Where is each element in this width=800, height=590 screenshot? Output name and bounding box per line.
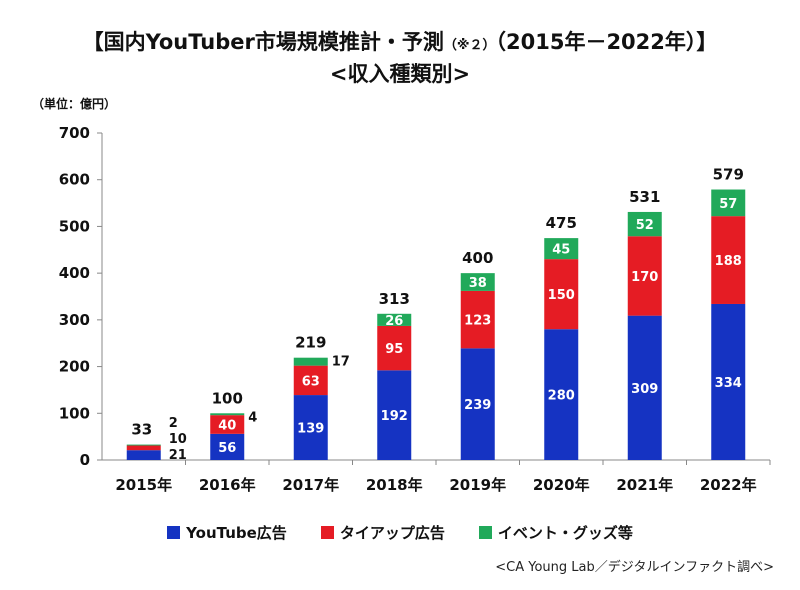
x-tick-label: 2017年 [282,476,339,494]
y-axis-unit-label: （単位：億円） [32,96,116,111]
bar-segment-tieup [544,259,579,330]
title-range: （2015年－2022年）】 [495,30,718,54]
legend-label-youtube: YouTube広告 [186,524,287,542]
data-label-youtube: 280 [548,389,575,404]
x-tick-label: 2019年 [449,476,506,494]
y-tick-label: 700 [59,124,90,142]
bar-segment-event [460,273,495,291]
bar-segment-tieup [627,236,662,316]
y-tick-label: 500 [59,217,90,235]
legend-swatch-tieup [320,526,334,539]
legend: YouTube広告 タイアップ広告 イベント・グッズ等 [0,522,800,543]
data-label-youtube: 21 [169,448,187,463]
legend-item-event: イベント・グッズ等 [478,522,633,543]
bar-segment-youtube [293,395,328,460]
legend-item-tieup: タイアップ広告 [320,522,445,543]
bar-segment-youtube [377,370,412,460]
bar-segment-youtube [126,450,161,460]
bar-segment-event [377,313,412,326]
total-label: 33 [131,421,152,439]
data-label-event: 4 [248,410,257,425]
data-label-youtube: 56 [218,441,236,456]
title-main: 【国内YouTuber市場規模推計・予測 [82,30,444,54]
bar-segment-event [627,211,662,237]
bar-segment-tieup [293,365,328,396]
y-tick-label: 300 [59,311,90,329]
data-label-event: 45 [552,243,570,258]
data-label-tieup: 123 [464,314,491,329]
data-label-youtube: 309 [631,382,658,397]
data-label-tieup: 40 [218,418,236,433]
data-label-event: 38 [469,276,487,291]
data-label-tieup: 170 [631,270,658,285]
total-label: 531 [629,188,660,206]
data-label-tieup: 95 [385,342,403,357]
total-label: 313 [379,290,410,308]
data-label-event: 52 [636,218,654,233]
bar-segment-youtube [460,348,495,460]
bar-segment-youtube [711,303,746,460]
data-label-event: 2 [169,416,178,431]
legend-swatch-youtube [167,526,181,539]
bar-segment-tieup [210,415,245,434]
bar-segment-event [210,413,245,416]
y-tick-label: 200 [59,358,90,376]
data-label-event: 57 [719,197,737,212]
bar-segment-tieup [377,325,412,371]
data-label-tieup: 188 [715,254,742,269]
bar-segment-youtube [544,329,579,460]
data-label-youtube: 139 [297,422,324,437]
bar-segment-youtube [627,315,662,460]
bar-segment-tieup [126,445,161,451]
bar-segment-tieup [460,290,495,349]
data-label-event: 17 [332,355,350,370]
source-credit: <CA Young Lab／デジタルインファクト調べ> [495,560,774,575]
total-label: 475 [546,214,577,232]
bar-segment-event [293,357,328,366]
data-label-youtube: 239 [464,398,491,413]
data-label-tieup: 63 [302,374,320,389]
total-label: 219 [295,334,326,352]
legend-swatch-event [478,526,492,539]
bar-segment-youtube [210,433,245,460]
data-label-youtube: 334 [715,376,742,391]
x-tick-label: 2018年 [366,476,423,494]
data-label-event: 26 [385,314,403,329]
x-tick-label: 2021年 [616,476,673,494]
legend-item-youtube: YouTube広告 [167,522,287,543]
data-label-youtube: 192 [381,409,408,424]
total-label: 400 [462,249,493,267]
y-tick-label: 100 [59,404,90,422]
x-tick-label: 2016年 [199,476,256,494]
title-note: （※２） [443,38,496,53]
chart-title: 【国内YouTuber市場規模推計・予測（※２）（2015年－2022年）】 [0,26,800,56]
x-tick-label: 2022年 [700,476,757,494]
y-tick-label: 0 [80,451,90,469]
bar-segment-tieup [711,216,746,304]
bar-segment-event [711,189,746,217]
x-tick-label: 2015年 [115,476,172,494]
legend-label-tieup: タイアップ広告 [339,524,445,542]
bar-segment-event [126,444,161,446]
legend-label-event: イベント・グッズ等 [497,524,633,542]
bar-segment-event [544,238,579,260]
total-label: 579 [713,166,744,184]
x-tick-label: 2020年 [533,476,590,494]
y-tick-label: 600 [59,171,90,189]
data-label-tieup: 150 [548,288,575,303]
chart-subtitle: <収入種類別> [329,62,471,86]
y-tick-label: 400 [59,264,90,282]
total-label: 100 [212,389,243,407]
data-label-tieup: 10 [169,432,187,447]
